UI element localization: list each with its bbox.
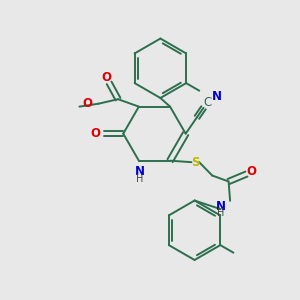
Text: N: N <box>134 166 144 178</box>
Text: O: O <box>102 71 112 84</box>
Text: H: H <box>217 208 224 218</box>
Text: O: O <box>82 97 92 110</box>
Text: N: N <box>212 90 222 103</box>
Text: H: H <box>136 174 143 184</box>
Text: O: O <box>90 127 100 140</box>
Text: N: N <box>216 200 226 213</box>
Text: O: O <box>247 165 256 178</box>
Text: C: C <box>203 96 211 109</box>
Text: S: S <box>191 156 200 169</box>
